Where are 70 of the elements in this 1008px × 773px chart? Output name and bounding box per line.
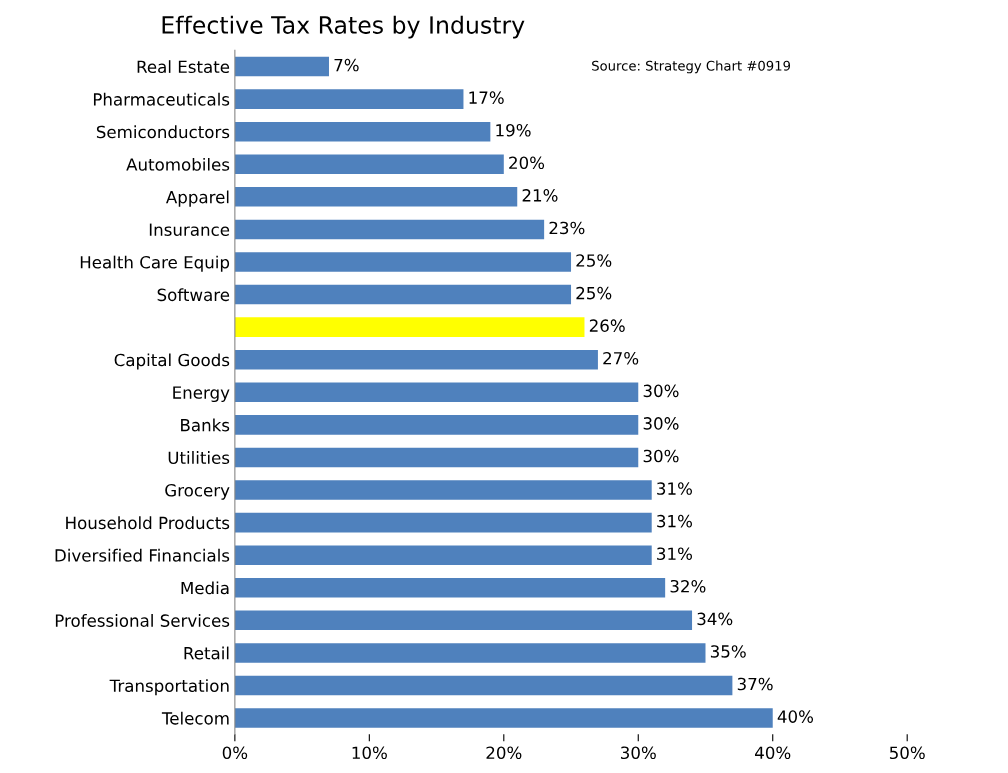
- y-tick-label: Software: [157, 288, 230, 302]
- bar: [234, 317, 585, 337]
- x-tick-label: 50%: [889, 746, 925, 760]
- x-tick-label: 40%: [755, 746, 791, 760]
- bar: [234, 480, 652, 500]
- data-label: 31%: [657, 547, 692, 561]
- data-label: 31%: [657, 482, 692, 495]
- data-label: 30%: [643, 384, 679, 398]
- data-label: 31%: [657, 514, 692, 528]
- bar: [234, 56, 329, 77]
- data-label: 37%: [737, 677, 773, 691]
- bar: [234, 577, 666, 598]
- bar: [234, 89, 464, 109]
- data-label: 25%: [576, 254, 612, 267]
- bar: [234, 415, 639, 435]
- data-label: 30%: [643, 417, 679, 430]
- data-label: 17%: [469, 91, 504, 104]
- bar: [234, 512, 652, 533]
- bar: [234, 643, 706, 663]
- data-label: 30%: [643, 449, 679, 463]
- bar: [234, 219, 545, 240]
- data-label: 23%: [549, 221, 585, 235]
- data-label: 26%: [589, 319, 625, 332]
- y-tick-label: Telecom: [161, 711, 229, 725]
- x-tick-label: 30%: [621, 746, 656, 760]
- y-tick-label: Banks: [181, 418, 230, 432]
- bar: [234, 154, 504, 175]
- x-tick-label: 0%: [222, 746, 248, 760]
- y-tick-label: Grocery: [165, 483, 230, 500]
- bar: [234, 382, 639, 403]
- annotation: Source: Strategy Chart #0919: [592, 60, 791, 74]
- data-label: 40%: [777, 710, 814, 723]
- bar: [234, 708, 773, 728]
- data-label: 32%: [670, 579, 706, 593]
- y-tick-label: Transportation: [109, 679, 229, 696]
- y-tick-label: Automobiles: [126, 157, 230, 171]
- data-label: 20%: [509, 156, 545, 170]
- y-tick-label: Energy: [173, 386, 230, 403]
- bar: [234, 349, 598, 370]
- bar: [234, 610, 693, 631]
- y-tick-label: Media: [181, 581, 229, 595]
- data-label: 25%: [576, 286, 612, 300]
- data-label: 7%: [334, 58, 359, 72]
- y-tick-label: Utilities: [168, 451, 230, 465]
- y-tick-label: Retail: [184, 646, 229, 660]
- y-tick-label: Semiconductors: [96, 125, 230, 139]
- y-tick-label: Health Care Equip: [80, 255, 230, 272]
- y-tick-label: Household Products: [66, 516, 230, 530]
- data-label: 35%: [710, 645, 746, 658]
- y-tick-label: Diversified Financials: [55, 548, 230, 562]
- y-tick-label: Pharmaceuticals: [93, 92, 230, 106]
- y-tick-label: Apparel: [166, 190, 229, 207]
- bar: [234, 121, 491, 142]
- chart-title: Effective Tax Rates by Industry: [162, 15, 525, 39]
- bar: [234, 187, 518, 207]
- bar: [234, 284, 572, 305]
- bar: [234, 545, 652, 565]
- data-label: 27%: [603, 351, 639, 365]
- bar: [234, 447, 639, 468]
- data-label: 34%: [697, 612, 733, 626]
- x-tick-label: 20%: [486, 746, 522, 760]
- bar: [234, 675, 733, 696]
- data-label: 21%: [522, 189, 558, 202]
- y-tick-label: Real Estate: [137, 60, 230, 74]
- y-tick-label: Insurance: [149, 223, 230, 236]
- y-tick-label: Capital Goods: [114, 353, 230, 370]
- x-tick-label: 10%: [352, 746, 387, 760]
- y-tick-label: Professional Services: [55, 614, 230, 627]
- data-label: 19%: [496, 123, 531, 137]
- bar: [234, 252, 572, 272]
